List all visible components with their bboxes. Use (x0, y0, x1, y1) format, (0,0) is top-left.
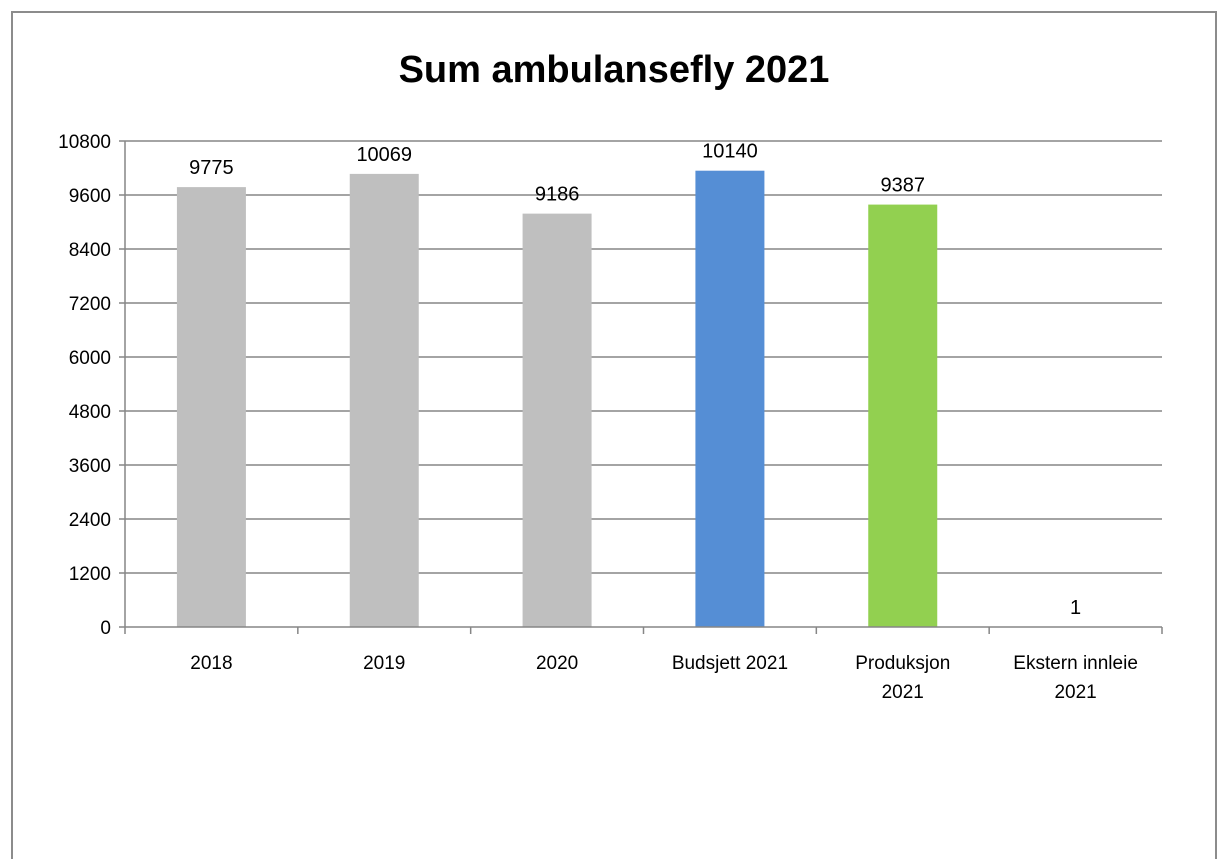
data-label: 10069 (356, 144, 412, 166)
bar (522, 213, 592, 627)
x-tick-label: Produksjon 2021 (855, 653, 950, 703)
y-tick-label: 9600 (69, 186, 111, 207)
x-tick-label: Ekstern innleie 2021 (1013, 653, 1138, 703)
bars (176, 170, 1111, 627)
y-tick-label: 10800 (58, 132, 111, 153)
y-tick-label: 1200 (69, 564, 111, 585)
y-tick-label: 8400 (69, 240, 111, 261)
data-label: 9775 (189, 157, 234, 179)
data-label: 9387 (881, 175, 926, 197)
x-tick-label: 2020 (536, 653, 578, 674)
y-tick-label: 7200 (69, 294, 111, 315)
bar (349, 173, 419, 627)
x-tick-labels: 2018 2019 2020 Budsjett 2021 Produksjon 2021 E… (190, 653, 1138, 703)
x-tick-label: 2018 (190, 653, 232, 674)
data-labels: 9775 10069 9186 10140 9387 1 (189, 141, 1081, 619)
x-tick-label: 2019 (363, 653, 405, 674)
data-label: 1 (1070, 597, 1081, 619)
y-tick-label: 0 (100, 618, 111, 639)
gridlines (125, 140, 1162, 574)
y-tick-label: 3600 (69, 456, 111, 477)
y-tick-label: 2400 (69, 510, 111, 531)
bar (868, 204, 938, 627)
data-label: 10140 (702, 141, 758, 163)
bar (176, 187, 246, 627)
data-label: 9186 (535, 184, 580, 206)
axes (119, 140, 1163, 634)
y-tick-label: 4800 (69, 402, 111, 423)
x-tick-label: Budsjett 2021 (672, 653, 788, 674)
chart-title: Sum ambulansefly 2021 (399, 49, 830, 91)
y-tick-labels: 0 1200 2400 3600 4800 6000 7200 8400 9600 10800 (58, 132, 111, 639)
y-tick-label: 6000 (69, 348, 111, 369)
bar (695, 170, 765, 627)
